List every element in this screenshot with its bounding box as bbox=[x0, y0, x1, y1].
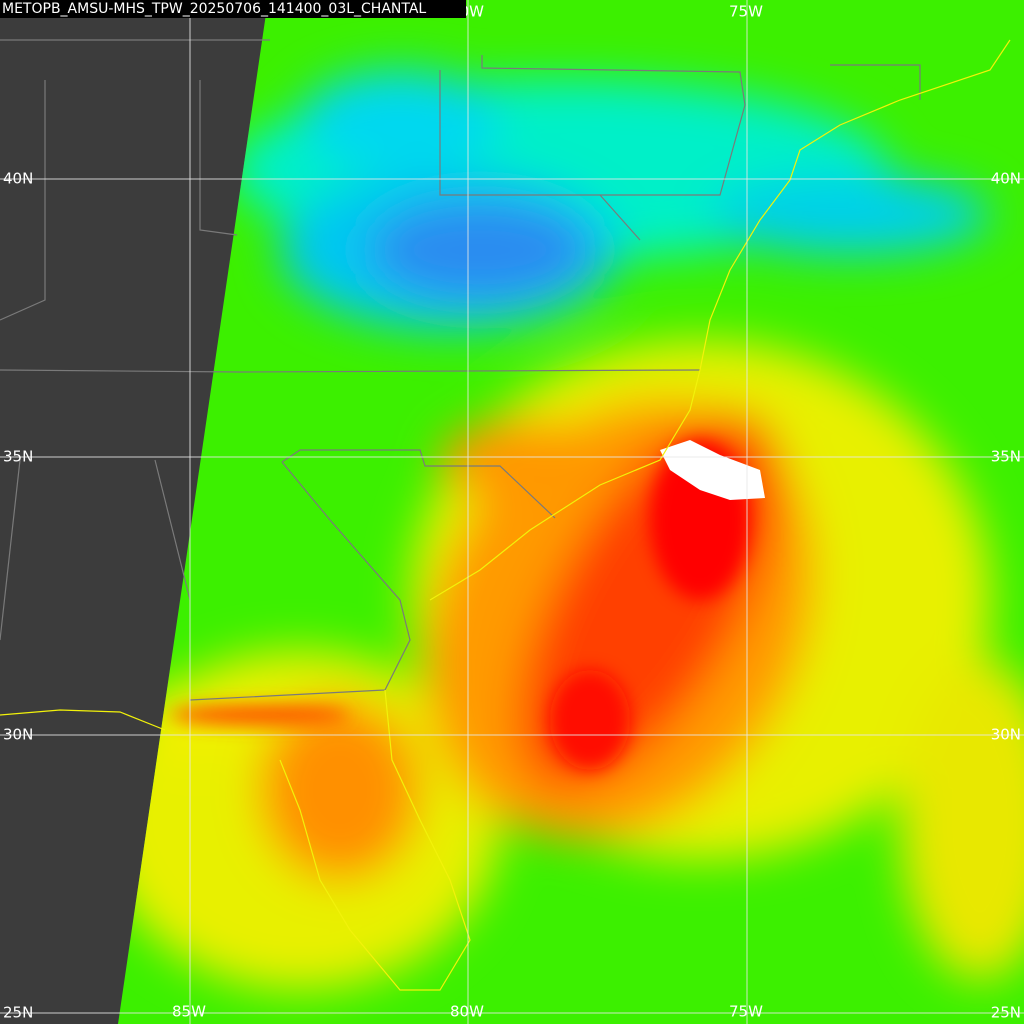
longitude-label: 85W bbox=[172, 1003, 206, 1021]
latitude-label: 30N bbox=[991, 726, 1021, 744]
latitude-label: 40N bbox=[991, 170, 1021, 188]
latitude-label: 35N bbox=[991, 448, 1021, 466]
longitude-label: 75W bbox=[729, 1003, 763, 1021]
latitude-label: 35N bbox=[3, 448, 33, 466]
title: METOPB_AMSU-MHS_TPW_20250706_141400_03L_… bbox=[2, 1, 426, 17]
latitude-label: 40N bbox=[3, 170, 33, 188]
longitude-label: 75W bbox=[729, 3, 763, 21]
longitude-label: 80W bbox=[450, 1003, 484, 1021]
title-background bbox=[0, 0, 466, 18]
coastlines bbox=[0, 39, 1011, 991]
latitude-label: 25N bbox=[3, 1004, 33, 1022]
state-borders bbox=[0, 39, 921, 701]
latitude-label: 30N bbox=[3, 726, 33, 744]
latitude-label: 25N bbox=[991, 1004, 1021, 1022]
